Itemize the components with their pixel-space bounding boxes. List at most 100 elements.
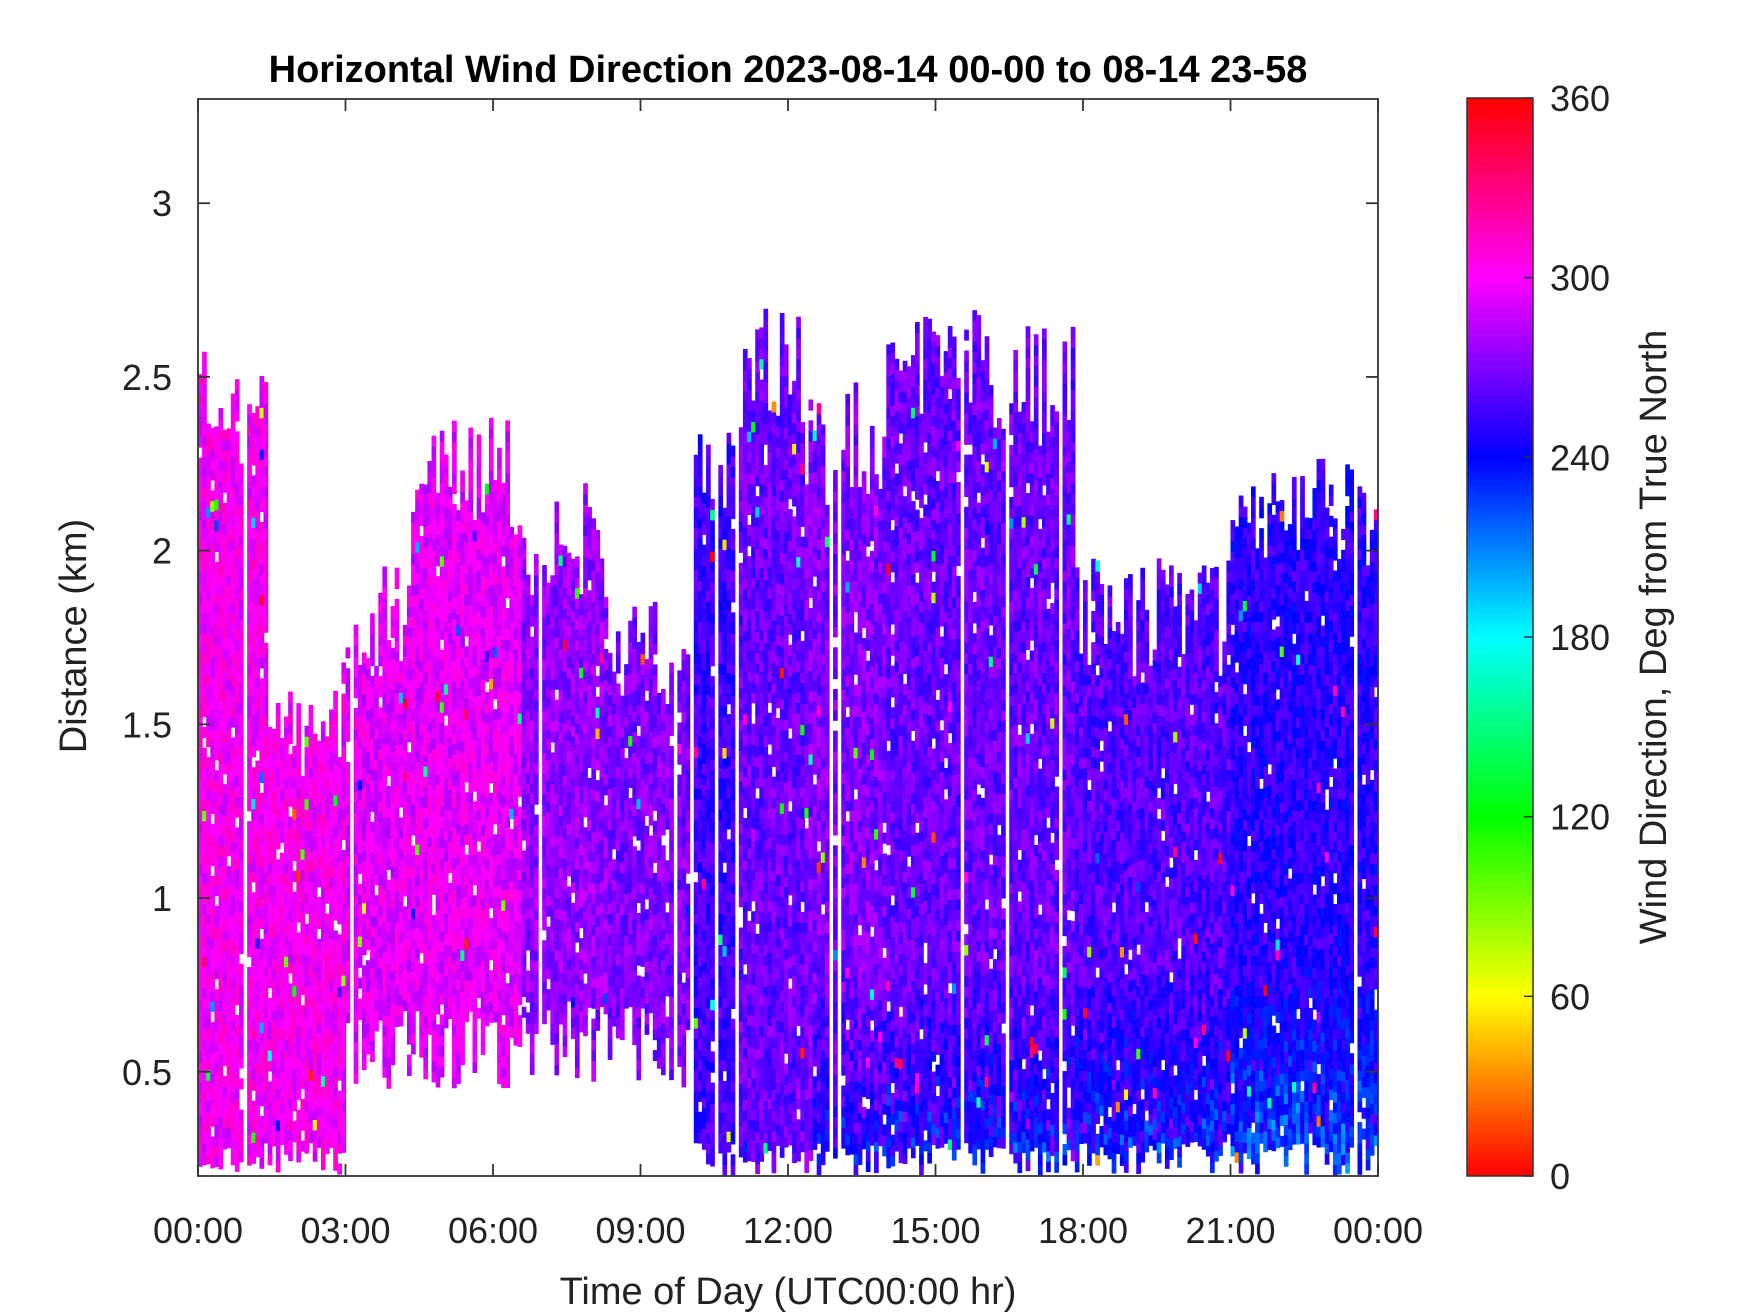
- heatmap-cell: [411, 574, 416, 586]
- heatmap-cell: [238, 849, 244, 861]
- heatmap-cell: [427, 523, 433, 535]
- heatmap-cell: [427, 784, 433, 796]
- heatmap-cell: [620, 706, 625, 718]
- heatmap-cell: [509, 756, 515, 768]
- heatmap-cell: [300, 827, 306, 839]
- heatmap-cell: [546, 843, 551, 855]
- heatmap-cell: [300, 1015, 306, 1027]
- heatmap-cell: [210, 928, 215, 940]
- heatmap-cell: [202, 643, 207, 655]
- heatmap-cell: [579, 750, 584, 762]
- heatmap-cell: [533, 887, 539, 899]
- heatmap-cell: [251, 673, 256, 685]
- heatmap-cell: [468, 615, 474, 627]
- heatmap-cell: [480, 1043, 486, 1055]
- heatmap-cell: [603, 732, 609, 744]
- heatmap-cell: [624, 893, 629, 905]
- heatmap-cell: [431, 591, 437, 603]
- heatmap-cell: [259, 1063, 265, 1075]
- heatmap-cell: [345, 709, 351, 721]
- heatmap-cell: [267, 997, 273, 1009]
- heatmap-cell: [333, 1034, 338, 1046]
- heatmap-cell: [439, 618, 445, 630]
- heatmap-cell: [329, 1063, 334, 1075]
- heatmap-cell: [247, 1029, 252, 1041]
- heatmap-cell: [292, 1048, 297, 1060]
- heatmap-cell: [431, 602, 437, 614]
- heatmap-cell: [452, 722, 457, 734]
- heatmap-cell: [476, 590, 482, 602]
- heatmap-cell: [427, 992, 433, 1004]
- heatmap-cell: [439, 680, 445, 692]
- heatmap-cell: [447, 695, 453, 707]
- heatmap-cell: [431, 498, 437, 510]
- heatmap-cell: [222, 523, 228, 535]
- heatmap-cell: [300, 900, 306, 912]
- heatmap-cell: [333, 930, 338, 942]
- heatmap-cell: [620, 997, 625, 1009]
- heatmap-cell: [198, 572, 203, 584]
- heatmap-cell: [546, 686, 551, 698]
- heatmap-cell: [542, 888, 547, 900]
- heatmap-cell: [198, 540, 203, 552]
- heatmap-cell: [447, 518, 453, 530]
- heatmap-cell: [263, 965, 269, 977]
- heatmap-cell: [398, 671, 404, 683]
- heatmap-cell: [230, 1123, 236, 1135]
- heatmap-cell: [484, 983, 490, 995]
- heatmap-cell: [394, 578, 400, 590]
- heatmap-cell: [353, 968, 359, 980]
- heatmap-cell: [456, 749, 461, 761]
- heatmap-cell: [505, 1035, 510, 1047]
- heatmap-cell: [386, 733, 392, 745]
- heatmap-cell: [529, 834, 535, 846]
- heatmap-cell: [398, 702, 404, 714]
- heatmap-cell: [484, 671, 490, 683]
- heatmap-cell: [431, 1008, 437, 1020]
- heatmap-cell: [456, 697, 461, 709]
- heatmap-cell: [259, 636, 265, 648]
- heatmap-cell: [202, 435, 207, 447]
- heatmap-cell: [566, 813, 572, 825]
- heatmap-cell: [533, 595, 539, 607]
- heatmap-cell: [546, 822, 551, 834]
- heatmap-cell: [234, 535, 240, 547]
- heatmap-cell: [464, 562, 470, 574]
- heatmap-cell: [370, 936, 375, 948]
- heatmap-cell: [341, 714, 347, 726]
- heatmap-cell: [468, 563, 474, 575]
- heatmap-cell: [292, 1079, 297, 1091]
- heatmap-cell: [599, 631, 605, 643]
- heatmap-cell: [198, 978, 203, 990]
- heatmap-cell: [378, 728, 383, 740]
- heatmap-cell: [460, 1033, 465, 1045]
- heatmap-cell: [214, 749, 220, 761]
- heatmap-cell: [497, 864, 502, 876]
- heatmap-cell: [267, 1123, 273, 1135]
- heatmap-cell: [583, 712, 588, 724]
- heatmap-cell: [574, 577, 580, 589]
- heatmap-cell: [292, 766, 297, 778]
- heatmap-cell: [431, 967, 437, 979]
- heatmap-cell: [263, 1080, 269, 1092]
- heatmap-cell: [452, 504, 457, 516]
- heatmap-cell: [370, 873, 375, 885]
- heatmap-cell: [214, 1145, 220, 1157]
- heatmap-cell: [493, 521, 498, 533]
- heatmap-cell: [574, 962, 580, 974]
- heatmap-cell: [456, 926, 461, 938]
- heatmap-cell: [476, 517, 482, 529]
- heatmap-cell: [308, 913, 314, 925]
- heatmap-cell: [202, 1102, 207, 1114]
- heatmap-cell: [615, 881, 621, 893]
- heatmap-cell: [415, 750, 420, 762]
- heatmap-cell: [497, 916, 502, 928]
- heatmap-cell: [238, 755, 244, 767]
- heatmap-cell: [611, 734, 617, 746]
- heatmap-cell: [234, 775, 240, 787]
- heatmap-cell: [345, 699, 351, 711]
- heatmap-cell: [550, 731, 556, 743]
- heatmap-cell: [493, 594, 498, 606]
- heatmap-cell: [603, 867, 609, 879]
- heatmap-cell: [214, 718, 220, 730]
